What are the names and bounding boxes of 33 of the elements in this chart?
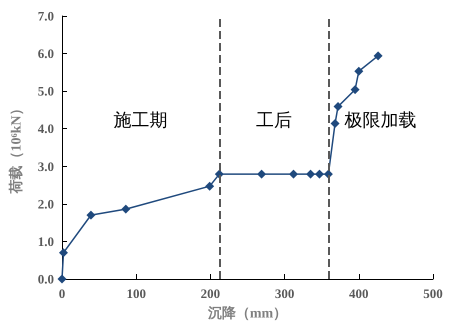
x-tick-label: 400 bbox=[349, 286, 369, 301]
y-tick-label: 4.0 bbox=[38, 121, 54, 136]
annotation: 施工期 bbox=[114, 110, 168, 130]
point bbox=[314, 170, 324, 179]
point bbox=[257, 170, 266, 179]
point bbox=[205, 182, 214, 191]
point bbox=[350, 85, 360, 94]
annotation: 工后 bbox=[256, 110, 292, 130]
point bbox=[334, 102, 343, 112]
point bbox=[306, 170, 316, 179]
y-axis-title: 荷载（10⁶kN） bbox=[8, 101, 24, 195]
point bbox=[58, 274, 66, 284]
y-tick-label: 3.0 bbox=[38, 158, 54, 174]
point bbox=[86, 210, 96, 220]
x-tick-label: 100 bbox=[126, 286, 146, 301]
point bbox=[289, 170, 298, 179]
point bbox=[58, 248, 68, 258]
y-tick-label: 0.0 bbox=[38, 272, 54, 286]
x-tick-label: 200 bbox=[200, 286, 220, 301]
point bbox=[374, 51, 383, 60]
y-tick-label: 5.0 bbox=[38, 84, 54, 99]
point bbox=[354, 66, 364, 76]
x-tick-label: 300 bbox=[274, 286, 294, 301]
x-tick-label: 0 bbox=[58, 286, 66, 301]
annotation: 极限加载 bbox=[344, 110, 417, 130]
y-tick-label: 2.0 bbox=[38, 196, 54, 212]
y-tick-label: 6.0 bbox=[38, 46, 54, 62]
x-axis-title: 沉降（mm） bbox=[206, 306, 288, 322]
y-tick-label: 7.0 bbox=[38, 8, 54, 24]
point bbox=[330, 118, 340, 128]
x-tick-label: 500 bbox=[423, 286, 443, 301]
y-tick-label: 1.0 bbox=[38, 234, 54, 249]
point bbox=[121, 204, 130, 214]
